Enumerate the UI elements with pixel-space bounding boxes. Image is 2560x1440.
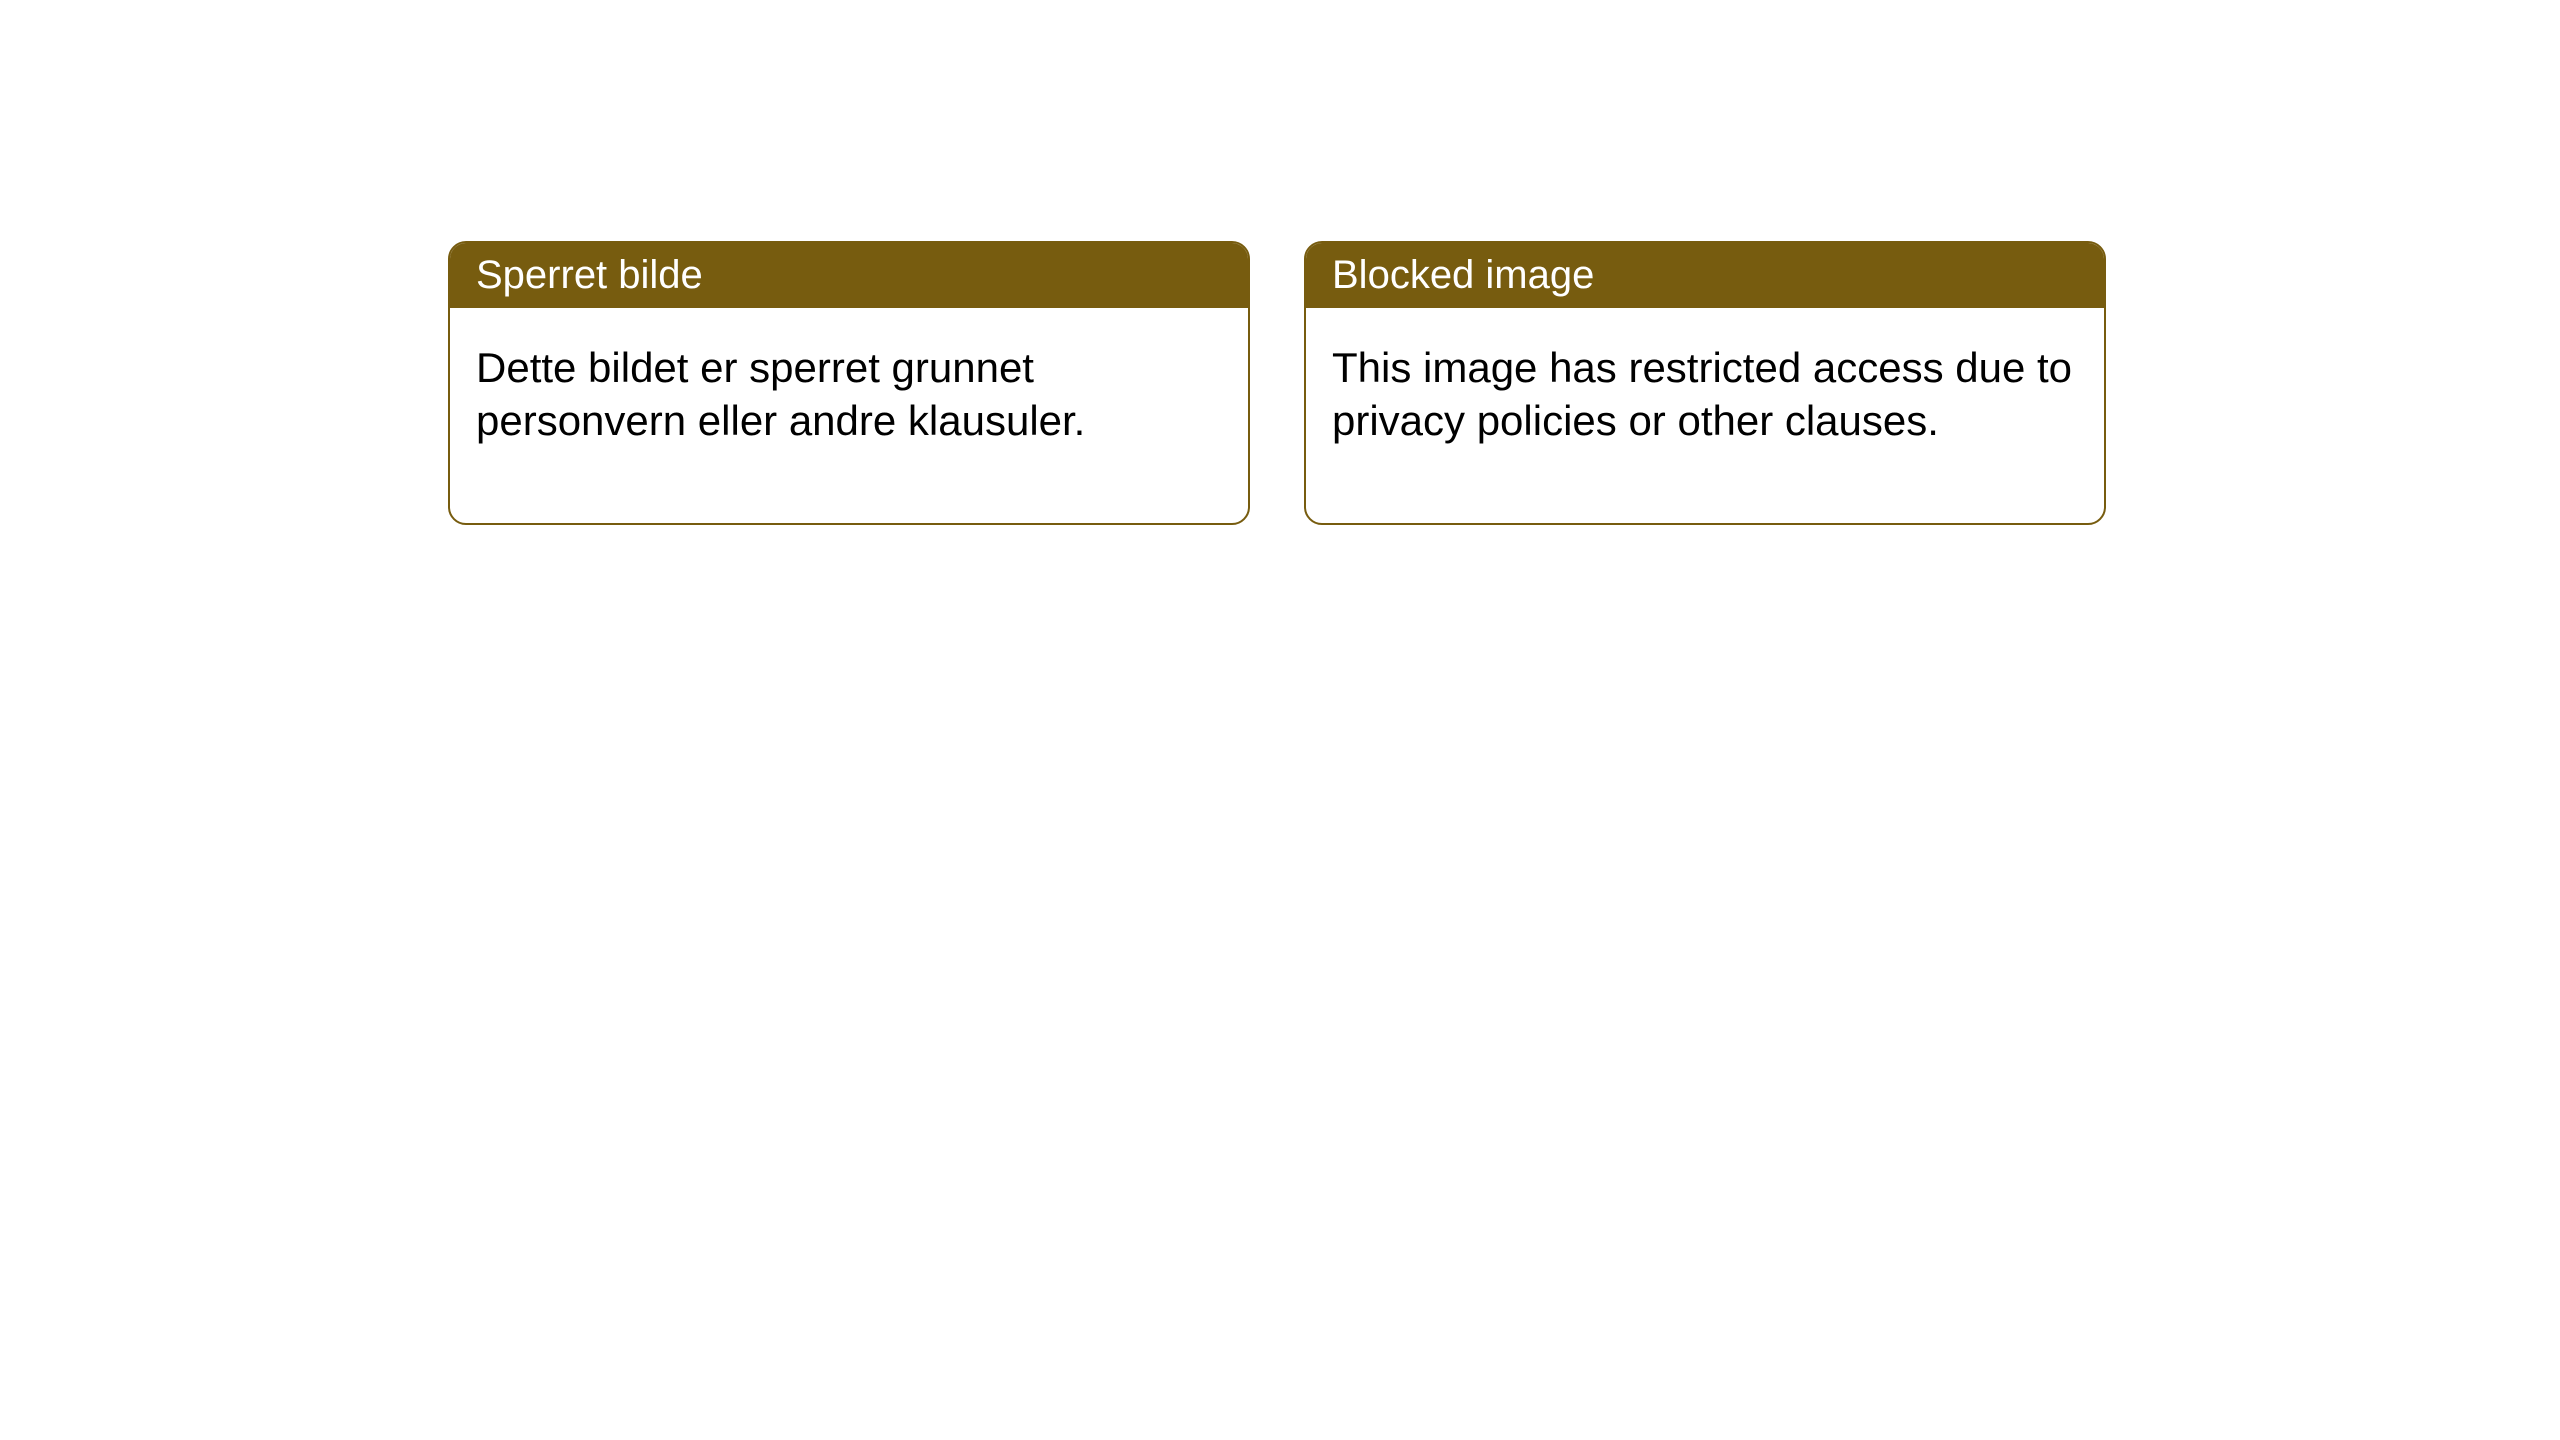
blocked-image-card-english: Blocked image This image has restricted … bbox=[1304, 241, 2106, 525]
card-title-text: Sperret bilde bbox=[476, 253, 703, 297]
card-body: This image has restricted access due to … bbox=[1306, 308, 2104, 523]
card-title-text: Blocked image bbox=[1332, 253, 1594, 297]
card-body-text: This image has restricted access due to … bbox=[1332, 344, 2072, 444]
card-body: Dette bildet er sperret grunnet personve… bbox=[450, 308, 1248, 523]
card-body-text: Dette bildet er sperret grunnet personve… bbox=[476, 344, 1085, 444]
card-header: Blocked image bbox=[1306, 243, 2104, 308]
card-header: Sperret bilde bbox=[450, 243, 1248, 308]
notice-container: Sperret bilde Dette bildet er sperret gr… bbox=[0, 0, 2560, 525]
blocked-image-card-norwegian: Sperret bilde Dette bildet er sperret gr… bbox=[448, 241, 1250, 525]
